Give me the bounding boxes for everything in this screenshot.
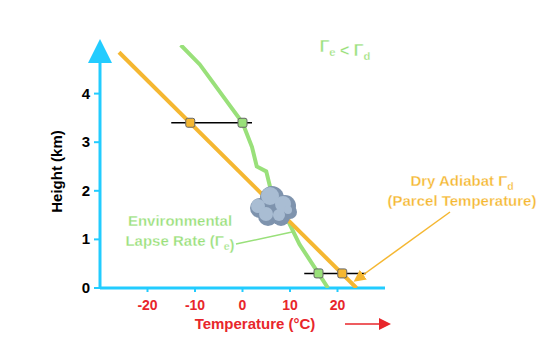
text-part: < [336,42,354,59]
series-line [181,45,328,288]
x-axis-label: Temperature (°C) [195,315,316,332]
y-axis-label: Height (km) [48,130,65,213]
y-tick [94,93,100,95]
symbol: Γ [354,42,364,59]
y-tick [94,238,100,240]
annotation: (Parcel Temperature) [388,192,537,209]
text-part: ) [230,236,235,253]
cloud-puff [273,209,285,221]
symbol: Γ [215,232,224,249]
symbol: Γ [498,172,507,189]
y-axis [99,45,102,288]
pointer [356,212,450,280]
cloud [250,186,297,226]
y-tick-label: 0 [82,279,90,296]
text-part: Dry Adiabat [410,172,498,189]
symbol: Γ [320,38,330,55]
text-part: Environmental [128,212,232,229]
x-tick [289,288,291,292]
annotation: Lapse Rate (Γe) [125,232,234,253]
point [314,269,323,278]
y-tick-label: 4 [82,85,91,102]
x-tick-label: 20 [330,297,346,313]
plot-area [119,45,366,288]
text-part: (Parcel Temperature) [388,192,537,209]
point [238,118,247,127]
cloud-puff [284,206,292,214]
x-tick-label: 10 [282,297,298,313]
y-tick [94,287,100,289]
x-tick [194,288,196,292]
cloud-puff [259,207,273,221]
annotation: Dry Adiabat Γd [410,172,513,192]
annotation: Γe < Γd [320,38,371,62]
subscript: d [507,180,513,192]
x-tick-label: 0 [239,297,247,313]
x-tick [242,288,244,292]
chart: 0 1 2 3 4 -20 -10 0 10 20 Temperature (°C) Height (… [0,0,540,339]
y-tick [94,141,100,143]
x-label-arrow [345,323,388,325]
point [186,118,195,127]
y-tick-label: 3 [82,133,90,150]
y-tick-label: 2 [82,182,90,199]
x-tick [147,288,149,292]
y-tick-label: 1 [82,230,90,247]
x-tick-label: -10 [185,297,205,313]
subscript: d [363,50,370,62]
pointer [236,232,292,244]
point [338,269,347,278]
annotation: Environmental [128,212,232,229]
x-tick [337,288,339,292]
y-tick [94,190,100,192]
series-line [119,52,357,288]
text-part: Lapse Rate ( [125,232,214,249]
x-tick-label: -20 [137,297,157,313]
